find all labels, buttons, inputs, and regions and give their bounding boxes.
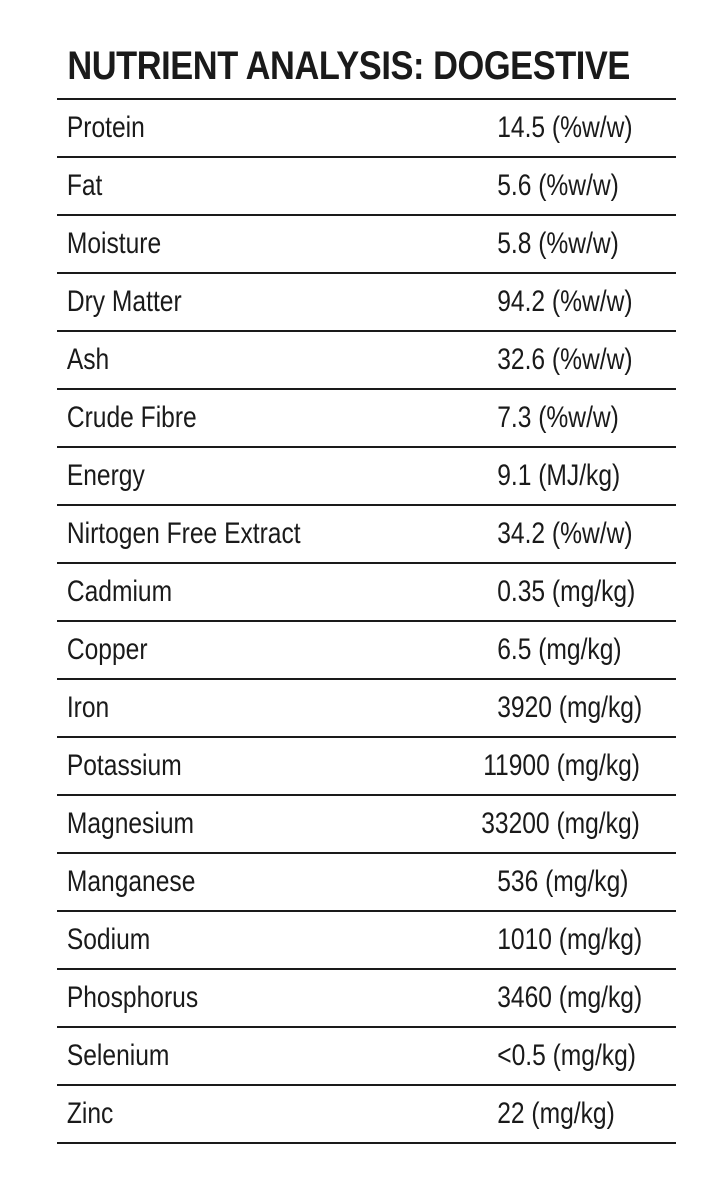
nutrient-value: 32.6 (%w/w) bbox=[497, 343, 633, 376]
nutrient-name: Ash bbox=[66, 343, 110, 376]
table-row: Zinc 22 (mg/kg) bbox=[57, 1086, 676, 1144]
nutrient-value: 14.5 (%w/w) bbox=[497, 111, 633, 144]
table-row: Sodium 1010 (mg/kg) bbox=[57, 912, 676, 970]
nutrient-value: 22 (mg/kg) bbox=[497, 1097, 615, 1130]
nutrient-name: Cadmium bbox=[66, 575, 173, 608]
table-row: Magnesium 33200 (mg/kg) bbox=[57, 796, 676, 854]
table-row: Phosphorus 3460 (mg/kg) bbox=[57, 970, 676, 1028]
nutrient-value: 34.2 (%w/w) bbox=[497, 517, 633, 550]
nutrient-table: Protein 14.5 (%w/w) Fat 5.6 (%w/w) Moisture 5… bbox=[57, 98, 676, 1144]
table-row: Potassium 11900 (mg/kg) bbox=[57, 738, 676, 796]
nutrient-name: Energy bbox=[66, 459, 145, 492]
table-row: Protein 14.5 (%w/w) bbox=[57, 100, 676, 158]
nutrient-name: Magnesium bbox=[66, 807, 195, 840]
nutrient-name: Dry Matter bbox=[66, 285, 182, 318]
nutrient-name: Phosphorus bbox=[66, 981, 199, 1014]
table-row: Nirtogen Free Extract 34.2 (%w/w) bbox=[57, 506, 676, 564]
table-row: Energy 9.1 (MJ/kg) bbox=[57, 448, 676, 506]
nutrient-value: 9.1 (MJ/kg) bbox=[497, 459, 621, 492]
nutrient-value: 33200 (mg/kg) bbox=[480, 807, 640, 840]
table-row: Dry Matter 94.2 (%w/w) bbox=[57, 274, 676, 332]
nutrient-name: Selenium bbox=[66, 1039, 170, 1072]
table-row: Copper 6.5 (mg/kg) bbox=[57, 622, 676, 680]
nutrient-name: Copper bbox=[66, 633, 148, 666]
table-row: Crude Fibre 7.3 (%w/w) bbox=[57, 390, 676, 448]
nutrient-value: 1010 (mg/kg) bbox=[497, 923, 643, 956]
nutrient-name: Sodium bbox=[66, 923, 151, 956]
nutrient-name: Protein bbox=[66, 111, 145, 144]
nutrient-value: 6.5 (mg/kg) bbox=[497, 633, 622, 666]
nutrient-name: Zinc bbox=[66, 1097, 114, 1130]
table-row: Iron 3920 (mg/kg) bbox=[57, 680, 676, 738]
nutrient-name: Nirtogen Free Extract bbox=[66, 517, 301, 550]
nutrient-value: 3920 (mg/kg) bbox=[497, 691, 643, 724]
nutrient-name: Fat bbox=[66, 169, 103, 202]
nutrient-value: 0.35 (mg/kg) bbox=[497, 575, 636, 608]
nutrient-analysis-panel: NUTRIENT ANALYSIS: DOGESTIVE Protein 14.5… bbox=[57, 40, 676, 1144]
table-row: Moisture 5.8 (%w/w) bbox=[57, 216, 676, 274]
nutrient-value: 536 (mg/kg) bbox=[497, 865, 629, 898]
nutrient-name: Crude Fibre bbox=[66, 401, 197, 434]
nutrient-name: Manganese bbox=[66, 865, 196, 898]
nutrient-value: 7.3 (%w/w) bbox=[497, 401, 619, 434]
nutrient-value: 3460 (mg/kg) bbox=[497, 981, 643, 1014]
nutrient-name: Iron bbox=[66, 691, 110, 724]
table-row: Selenium <0.5 (mg/kg) bbox=[57, 1028, 676, 1086]
table-row: Manganese 536 (mg/kg) bbox=[57, 854, 676, 912]
table-row: Ash 32.6 (%w/w) bbox=[57, 332, 676, 390]
nutrient-value: <0.5 (mg/kg) bbox=[497, 1039, 636, 1072]
table-row: Cadmium 0.35 (mg/kg) bbox=[57, 564, 676, 622]
nutrient-name: Moisture bbox=[66, 227, 162, 260]
nutrient-value: 94.2 (%w/w) bbox=[497, 285, 633, 318]
nutrient-value: 11900 (mg/kg) bbox=[482, 749, 640, 782]
page-title: NUTRIENT ANALYSIS: DOGESTIVE bbox=[67, 44, 630, 88]
nutrient-name: Potassium bbox=[66, 749, 182, 782]
nutrient-value: 5.8 (%w/w) bbox=[497, 227, 619, 260]
nutrient-value: 5.6 (%w/w) bbox=[497, 169, 619, 202]
table-row: Fat 5.6 (%w/w) bbox=[57, 158, 676, 216]
